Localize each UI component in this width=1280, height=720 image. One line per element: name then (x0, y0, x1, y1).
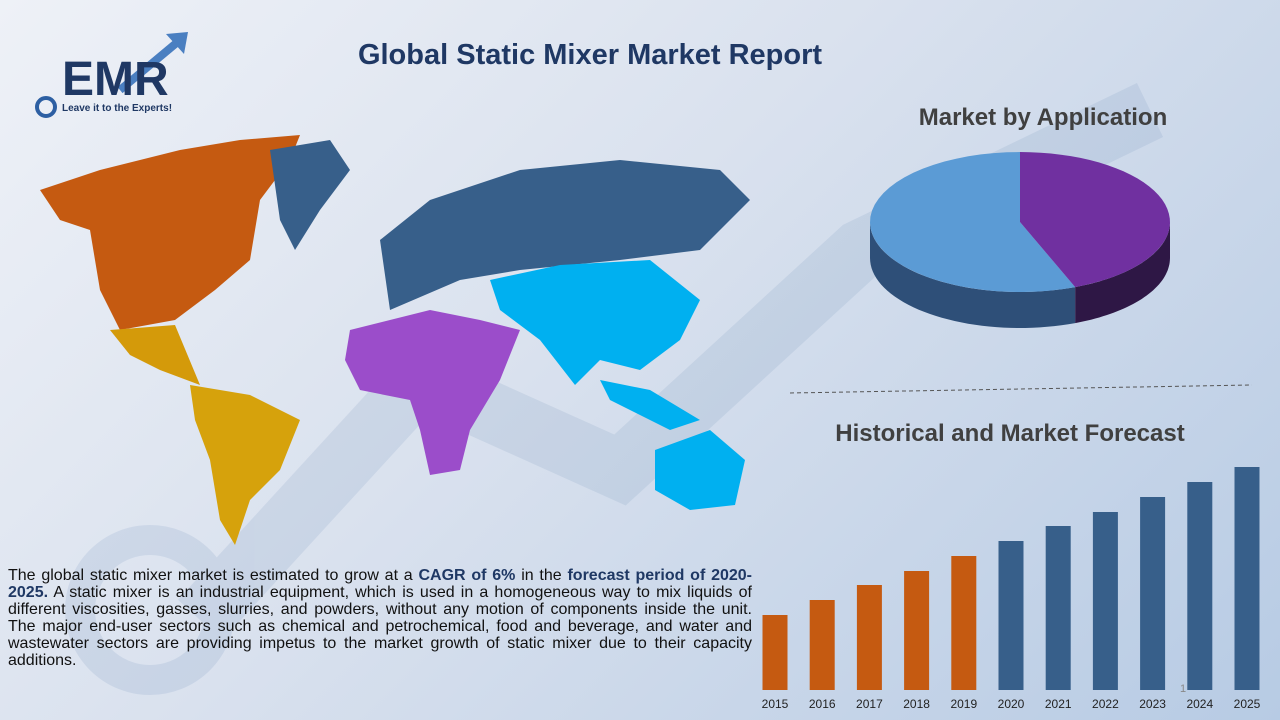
pie-slice (1020, 152, 1170, 288)
x-tick-label: 2021 (1045, 697, 1072, 711)
x-tick-label: 2018 (903, 697, 930, 711)
x-tick-label: 2022 (1092, 697, 1119, 711)
bar-title: Historical and Market Forecast (835, 420, 1184, 447)
bar (809, 600, 835, 690)
bar (904, 571, 930, 690)
description-text: CAGR of 6% (418, 567, 516, 584)
pie-slice (870, 152, 1076, 292)
bar (856, 585, 882, 690)
x-tick-label: 2015 (762, 697, 789, 711)
x-tick-label: 2019 (950, 697, 977, 711)
description-text: in the (515, 567, 568, 584)
pie-title: Market by Application (919, 104, 1167, 131)
bar (1092, 512, 1118, 690)
x-tick-label: 2016 (809, 697, 836, 711)
x-tick-label: 2017 (856, 697, 883, 711)
description: The global static mixer market is estima… (8, 567, 752, 669)
x-tick-label: 2024 (1186, 697, 1213, 711)
bar (1234, 467, 1260, 690)
bar (1187, 482, 1213, 690)
pie-side (1075, 222, 1170, 324)
x-tick-label: 2023 (1139, 697, 1166, 711)
page-number: 1 (1180, 683, 1186, 695)
bar (951, 556, 977, 690)
bar (998, 541, 1024, 690)
divider (789, 384, 1253, 394)
pie-side (870, 222, 1076, 328)
x-tick-label: 2025 (1234, 697, 1261, 711)
logo: EMR Leave it to the Experts! (35, 32, 188, 118)
description-text: A static mixer is an industrial equipmen… (8, 584, 752, 669)
world-map (40, 135, 750, 545)
title: Global Static Mixer Market Report (358, 39, 822, 71)
bar (1045, 526, 1071, 690)
bar (762, 615, 788, 690)
description-text: The global static mixer market is estima… (8, 567, 419, 584)
description-text: forecast period of 2020-2025. (8, 567, 752, 601)
x-tick-label: 2020 (998, 697, 1025, 711)
logo-tagline: Leave it to the Experts! (62, 103, 172, 114)
bar (1140, 497, 1166, 690)
logo-brand: EMR (62, 53, 169, 106)
